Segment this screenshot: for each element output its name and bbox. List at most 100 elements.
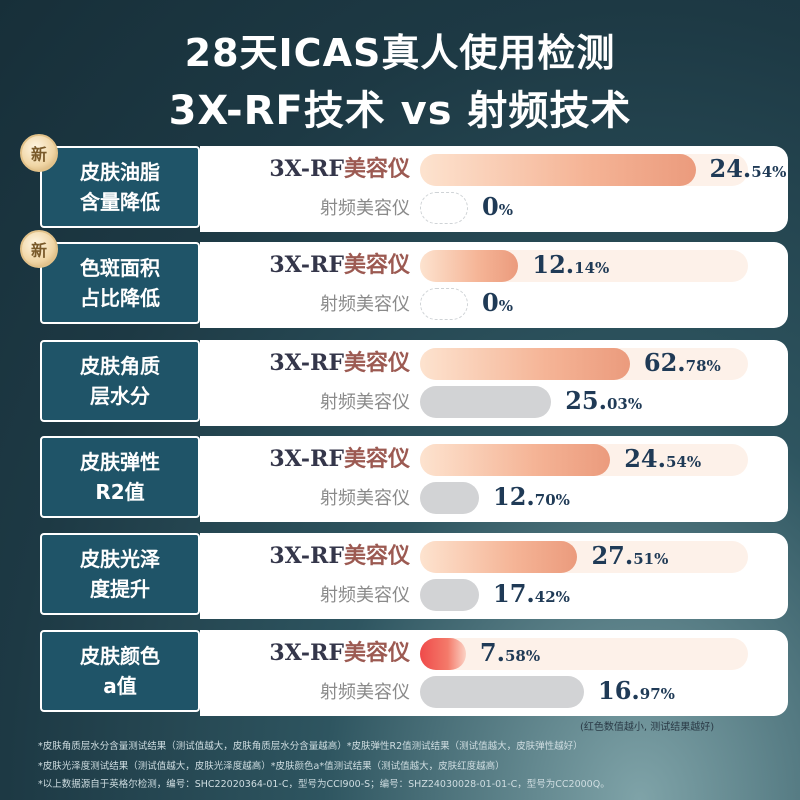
series-a-track [420,541,748,573]
series-a-bar [420,348,630,380]
series-a-name: 3X-RF美容仪 [220,345,410,377]
value-unit: 70% [534,491,570,509]
series-a-track [420,444,748,476]
value-main: 25. [565,386,607,415]
series-a-bar [420,444,611,476]
series-a-name-suffix: 美容仪 [343,156,410,182]
metric-label-line1: 色斑面积 [80,256,160,280]
value-unit: 97% [639,685,675,703]
value-unit: % [498,201,513,219]
value-main: 62. [643,348,686,377]
value-main: 24. [709,154,752,183]
series-b-bar [420,579,480,611]
value-unit: 78% [685,357,721,375]
series-a-name-suffix: 美容仪 [343,350,410,376]
metric-label-line2: R2值 [95,480,145,504]
new-badge: 新 [20,134,58,172]
series-b-name: 射频美容仪 [320,294,410,315]
metric-row: 皮肤油脂含量降低新 3X-RF美容仪射频美容仪 24.54% 0% [20,134,788,232]
value-unit: 54% [751,163,787,181]
series-a-name-suffix: 美容仪 [343,446,410,472]
metric-label-line2: 层水分 [90,384,150,408]
metric-label-box: 皮肤颜色 a值 [40,630,200,712]
series-a-bar [420,541,578,573]
series-a-name-prefix: 3X-RF [269,446,344,472]
metric-panel: 3X-RF美容仪射频美容仪 24.54% 0% [200,146,788,232]
series-a-track [420,638,748,670]
series-b-value: 16.97% [598,676,675,705]
series-b-value: 17.42% [493,579,570,608]
series-a-value: 12.14% [532,250,609,279]
metric-label-box: 色斑面积 占比降低 [40,242,200,324]
value-unit: 42% [534,588,570,606]
series-a-name-prefix: 3X-RF [269,156,344,182]
value-main: 24. [624,444,666,473]
series-a-track [420,250,748,282]
series-b-name: 射频美容仪 [320,198,410,219]
series-a-value: 24.54% [624,444,701,473]
value-unit: % [498,297,513,315]
series-a-bar [420,154,696,186]
series-a-name-prefix: 3X-RF [269,252,344,278]
series-b-name: 射频美容仪 [320,682,410,703]
series-b-value: 0% [482,192,513,221]
series-a-bar [420,250,519,282]
series-a-value: 62.78% [644,348,721,377]
metric-row: 皮肤角质 层水分 3X-RF美容仪 射频美容仪 62.78% 25.03% [40,340,788,426]
metric-row: 色斑面积占比降低新 3X-RF美容仪射频美容仪 12.14% 0% [20,230,788,328]
footnote-3: *以上数据源自于英格尔检测，编号：SHC22020364-01-C，型号为CCI… [38,779,610,790]
series-a-value: 24.54% [710,154,787,183]
series-b-track [420,192,748,224]
series-b-value: 12.70% [493,482,570,511]
series-b-bar [420,192,468,224]
metric-label-line2: a值 [103,674,137,698]
series-b-track [420,676,748,708]
value-main: 7. [479,638,505,667]
series-a-name: 3X-RF美容仪 [220,538,410,570]
series-b-bar [420,676,584,708]
footnote-2: *皮肤光泽度测试结果（测试值越大，皮肤光泽度越高）*皮肤颜色a*值测试结果（测试… [38,761,505,772]
value-unit: 51% [633,550,669,568]
title-line1: 28天ICAS真人使用检测 [184,31,616,75]
series-a-bar [420,638,466,670]
metric-panel: 3X-RF美容仪 射频美容仪 62.78% 25.03% [200,340,788,426]
value-unit: 14% [574,259,610,277]
metric-panel: 3X-RF美容仪 射频美容仪 7.58% 16.97% (红色数值越小, 测试结果越好) [200,630,788,733]
footnote-1: *皮肤角质层水分含量测试结果（测试值越大，皮肤角质层水分含量越高）*皮肤弹性R2… [38,741,583,752]
series-a-name: 3X-RF美容仪 [220,635,410,667]
metric-label-box: 皮肤光泽 度提升 [40,533,200,615]
metric-label-box: 皮肤角质 层水分 [40,340,200,422]
value-main: 12. [493,482,535,511]
series-b-name: 射频美容仪 [320,392,410,413]
series-b-track [420,386,748,418]
chart-note: (红色数值越小, 测试结果越好) [580,722,715,733]
value-main: 17. [493,579,535,608]
value-main: 0 [482,192,499,221]
value-main: 0 [482,288,499,317]
new-badge: 新 [20,230,58,268]
series-a-name-suffix: 美容仪 [343,252,410,278]
metric-label-line2: 度提升 [90,577,150,601]
metric-label-line1: 皮肤弹性 [80,450,160,474]
series-a-value: 27.51% [591,541,668,570]
series-b-value: 0% [482,288,513,317]
series-a-track [420,348,748,380]
metric-row: 皮肤颜色 a值 3X-RF美容仪 射频美容仪 7.58% 16.97% (红色数值越小, 测… [40,630,788,733]
metric-label-box: 皮肤油脂 含量降低 [40,146,200,228]
metric-label-line1: 皮肤油脂 [80,160,160,184]
series-b-bar [420,386,552,418]
series-a-name-prefix: 3X-RF [269,640,344,666]
metric-label-line2: 占比降低 [80,286,160,310]
series-b-name: 射频美容仪 [320,585,410,606]
metric-label-line1: 皮肤光泽 [80,547,160,571]
metric-label-line2: 含量降低 [80,190,160,214]
metric-panel: 3X-RF美容仪射频美容仪 12.14% 0% [200,242,788,328]
series-b-track [420,288,748,320]
series-a-track [420,154,748,186]
series-a-name: 3X-RF美容仪 [220,247,410,279]
series-b-bar [420,482,480,514]
series-a-name-prefix: 3X-RF [269,543,344,569]
series-a-name-prefix: 3X-RF [269,350,344,376]
series-a-name-suffix: 美容仪 [343,640,410,666]
value-main: 12. [532,250,575,279]
